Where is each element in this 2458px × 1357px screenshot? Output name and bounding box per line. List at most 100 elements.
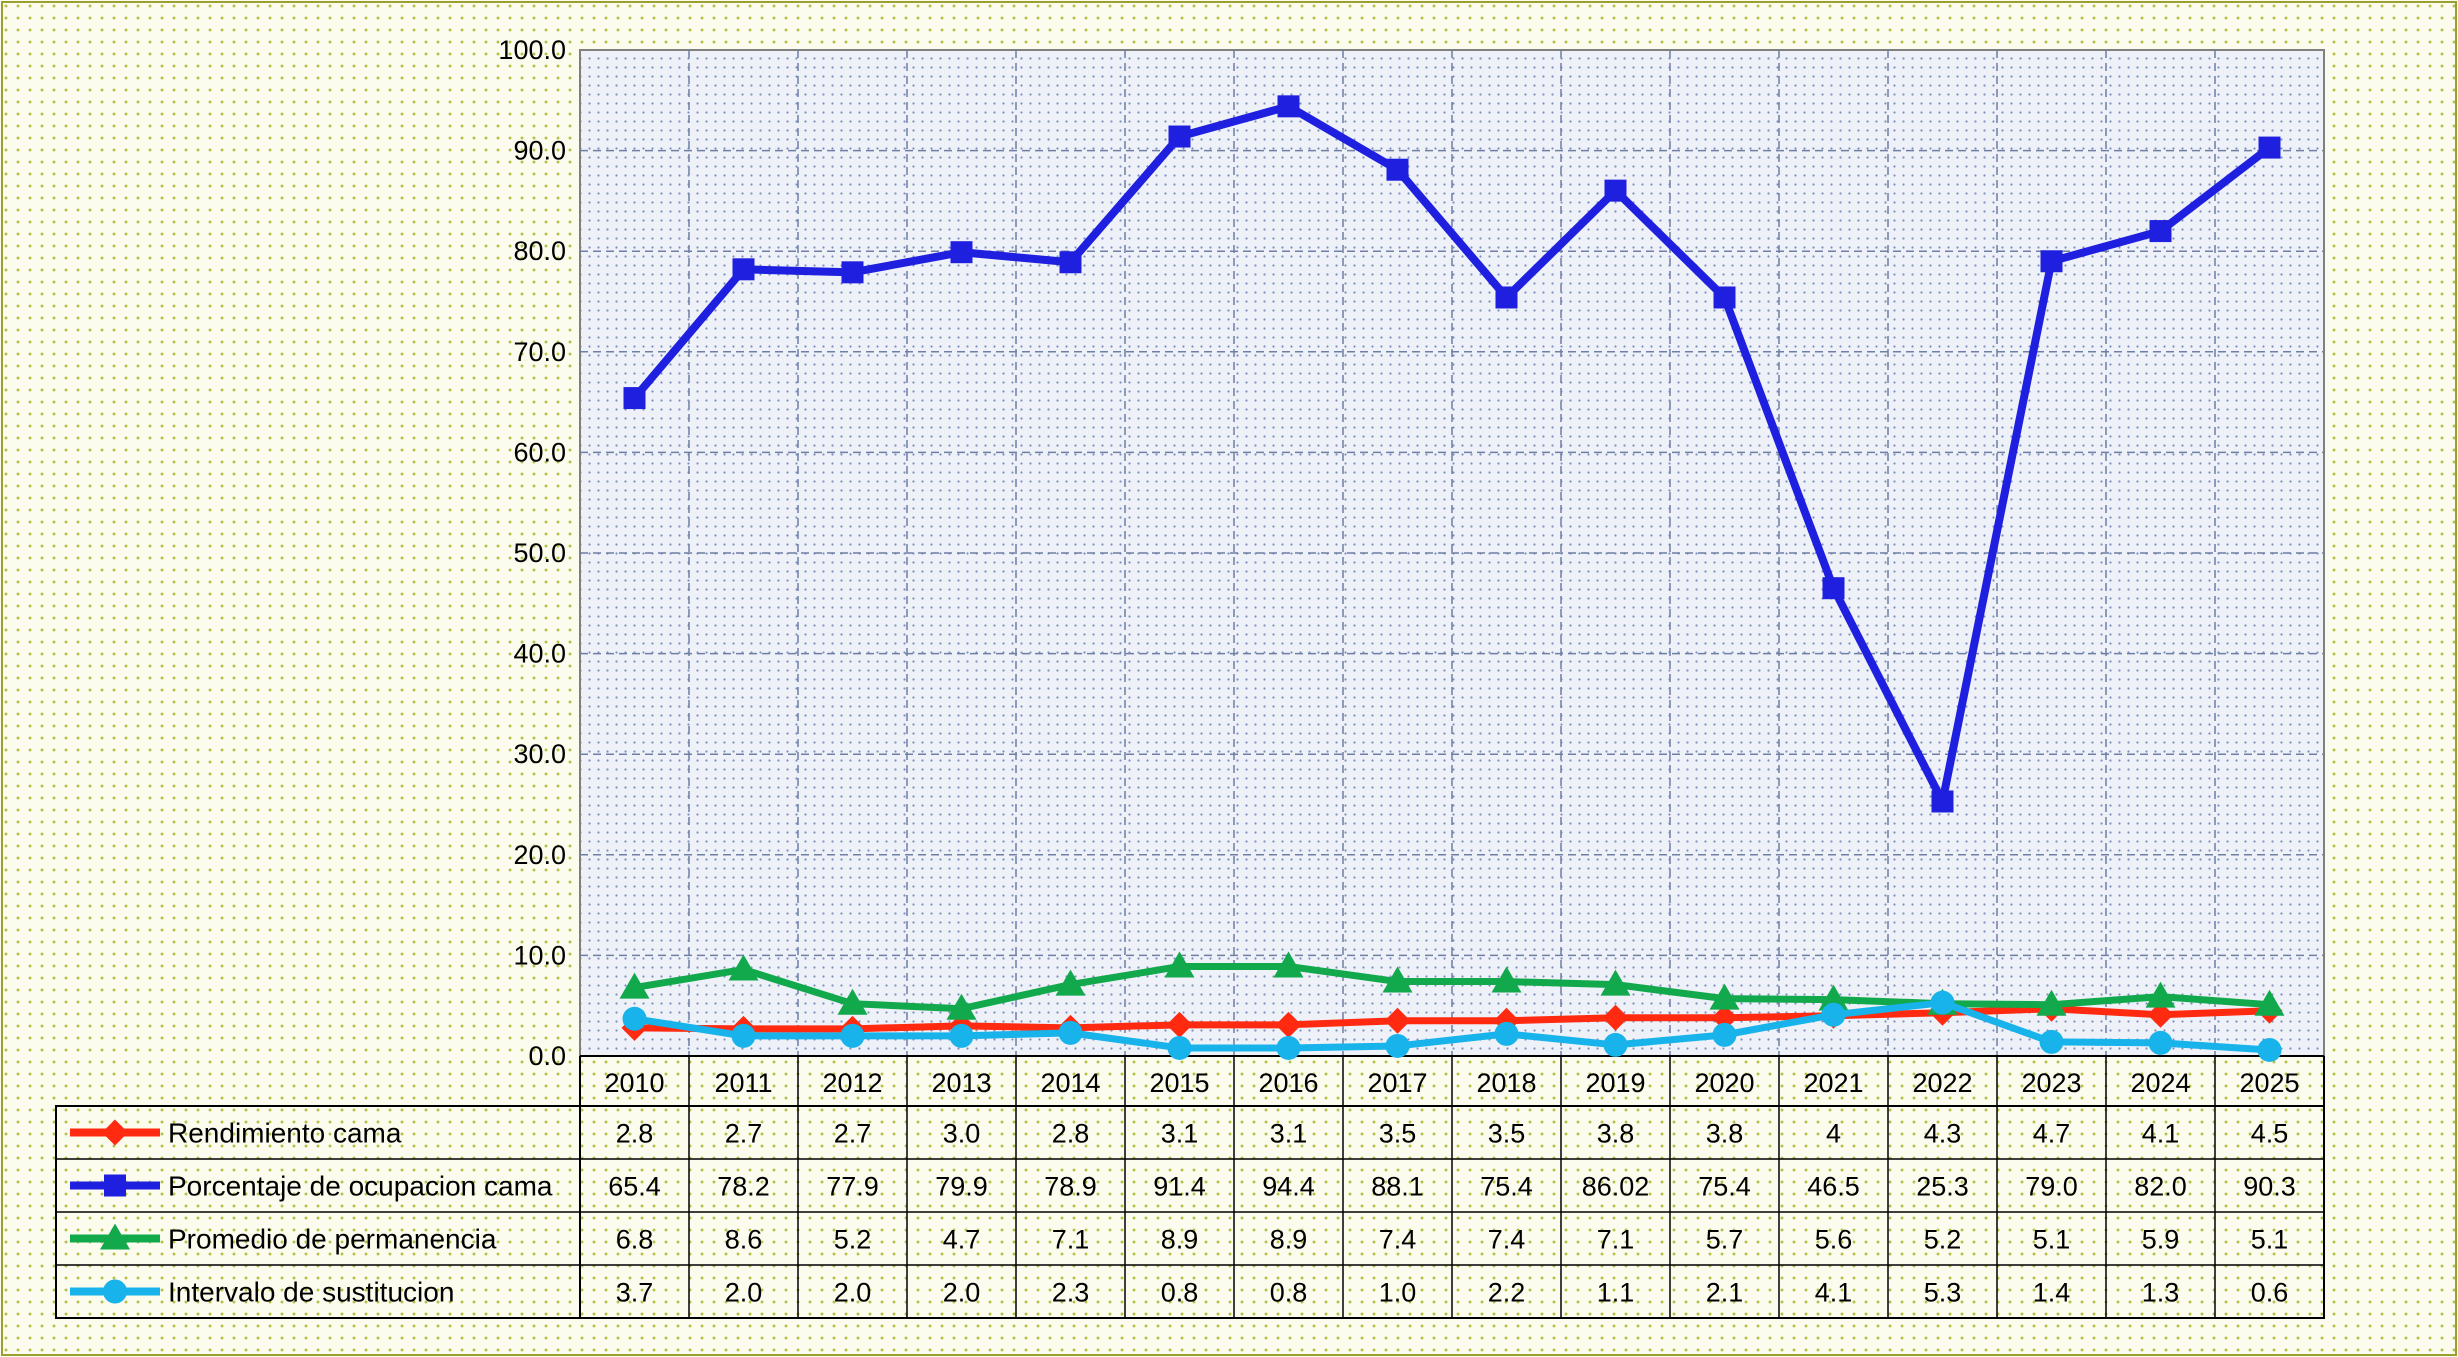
data-point xyxy=(1602,1004,1629,1031)
data-table-cell: 2.0 xyxy=(725,1278,763,1308)
data-point xyxy=(1712,1022,1737,1047)
series-line xyxy=(633,962,2270,1013)
x-category-label: 2018 xyxy=(1476,1068,1536,1098)
x-category-label: 2021 xyxy=(1803,1068,1863,1098)
data-table-cell: 3.0 xyxy=(943,1119,981,1149)
data-table-cell: 7.4 xyxy=(1379,1225,1417,1255)
data-table-cell: 0.8 xyxy=(1270,1278,1308,1308)
data-point xyxy=(950,241,973,264)
data-point xyxy=(1277,95,1300,118)
data-table-cell: 86.02 xyxy=(1582,1172,1650,1202)
data-table-cell: 2.7 xyxy=(725,1119,763,1149)
x-category-label: 2016 xyxy=(1258,1068,1318,1098)
data-table-cell: 65.4 xyxy=(608,1172,661,1202)
data-point xyxy=(1713,286,1736,309)
x-category-label: 2017 xyxy=(1367,1068,1427,1098)
data-table-cell: 79.9 xyxy=(935,1172,988,1202)
data-point xyxy=(840,1023,865,1048)
data-table-cell: 94.4 xyxy=(1262,1172,1315,1202)
data-table-cell: 1.3 xyxy=(2142,1278,2180,1308)
series-2 xyxy=(619,951,2285,1020)
data-table-cell: 0.6 xyxy=(2251,1278,2289,1308)
y-axis-tick-labels: 0.0 10.0 20.0 30.0 40.0 50.0 60.0 70.0 80.0 90.0 1… xyxy=(498,35,566,1071)
data-table-cell: 75.4 xyxy=(1480,1172,1533,1202)
data-point xyxy=(1821,1002,1846,1027)
data-table-cell: 3.8 xyxy=(1706,1119,1744,1149)
data-table-cell: 8.9 xyxy=(1270,1225,1308,1255)
data-point xyxy=(1493,1007,1520,1034)
series-1 xyxy=(623,95,2281,813)
data-table-cell: 4 xyxy=(1826,1119,1841,1149)
data-point xyxy=(1166,1011,1193,1038)
legend-entry-label: Rendimiento cama xyxy=(168,1118,402,1149)
data-point xyxy=(949,1023,974,1048)
data-table-cell: 6.8 xyxy=(616,1225,654,1255)
data-point xyxy=(1603,1032,1628,1057)
data-table-cell: 5.1 xyxy=(2033,1225,2071,1255)
data-table-cell: 4.7 xyxy=(943,1225,981,1255)
data-table-cell: 91.4 xyxy=(1153,1172,1206,1202)
x-category-label: 2023 xyxy=(2021,1068,2081,1098)
series-layer xyxy=(619,95,2285,1062)
gridlines xyxy=(580,50,2324,1056)
y-tick-label: 60.0 xyxy=(513,437,566,467)
data-point xyxy=(2036,989,2067,1016)
y-tick-label: 90.0 xyxy=(513,136,566,166)
data-table-cell: 2.3 xyxy=(1052,1278,1090,1308)
data-point xyxy=(2258,136,2281,159)
data-point xyxy=(2257,1037,2282,1062)
data-table-cell: 5.1 xyxy=(2251,1225,2289,1255)
data-point xyxy=(1276,1035,1301,1060)
data-point xyxy=(841,261,864,284)
data-point xyxy=(1059,251,1082,274)
x-category-label: 2024 xyxy=(2130,1068,2190,1098)
y-tick-label: 10.0 xyxy=(513,940,566,970)
data-table: 2010 2011 2012 2013 2014 2015 2016 2017 2018 2019… xyxy=(55,1055,2325,1319)
data-table-cell: 4.7 xyxy=(2033,1119,2071,1149)
data-table-cell: 3.5 xyxy=(1379,1119,1417,1149)
data-table-cell: 4.1 xyxy=(1815,1278,1853,1308)
series-3 xyxy=(622,990,2282,1062)
data-table-cell: 79.0 xyxy=(2025,1172,2078,1202)
data-table-cell: 90.3 xyxy=(2243,1172,2296,1202)
data-point xyxy=(1167,1035,1192,1060)
y-tick-label: 30.0 xyxy=(513,739,566,769)
data-point xyxy=(946,993,977,1020)
y-tick-label: 100.0 xyxy=(498,35,566,65)
data-table-cell: 2.7 xyxy=(834,1119,872,1149)
data-table-cell: 4.1 xyxy=(2142,1119,2180,1149)
data-point xyxy=(1822,577,1845,600)
y-tick-label: 0.0 xyxy=(528,1041,566,1071)
data-point xyxy=(2039,1029,2064,1054)
data-point xyxy=(623,387,646,410)
data-point xyxy=(2040,250,2063,273)
data-point xyxy=(2148,1030,2173,1055)
data-point xyxy=(1055,969,1086,996)
x-category-label: 2019 xyxy=(1585,1068,1645,1098)
data-table-cell: 2.0 xyxy=(943,1278,981,1308)
data-table-cell: 2.8 xyxy=(1052,1119,1090,1149)
y-tick-label: 20.0 xyxy=(513,840,566,870)
data-table-cell: 5.2 xyxy=(1924,1225,1962,1255)
data-table-cell: 5.9 xyxy=(2142,1225,2180,1255)
data-table-cell: 46.5 xyxy=(1807,1172,1860,1202)
series-line xyxy=(633,999,2270,1054)
y-tick-label: 40.0 xyxy=(513,639,566,669)
x-category-label: 2010 xyxy=(604,1068,664,1098)
data-table-cell: 3.7 xyxy=(616,1278,654,1308)
data-point xyxy=(2254,989,2285,1016)
x-category-label: 2013 xyxy=(931,1068,991,1098)
data-table-cell: 8.6 xyxy=(725,1225,763,1255)
x-category-label: 2014 xyxy=(1040,1068,1100,1098)
data-point xyxy=(2147,1001,2174,1028)
data-point xyxy=(2149,220,2172,243)
data-point xyxy=(1600,969,1631,996)
data-point xyxy=(1385,1033,1410,1058)
data-table-cell: 4.3 xyxy=(1924,1119,1962,1149)
x-category-label: 2012 xyxy=(822,1068,882,1098)
data-table-cell: 2.8 xyxy=(616,1119,654,1149)
data-point xyxy=(732,258,755,281)
data-table-cell: 3.8 xyxy=(1597,1119,1635,1149)
